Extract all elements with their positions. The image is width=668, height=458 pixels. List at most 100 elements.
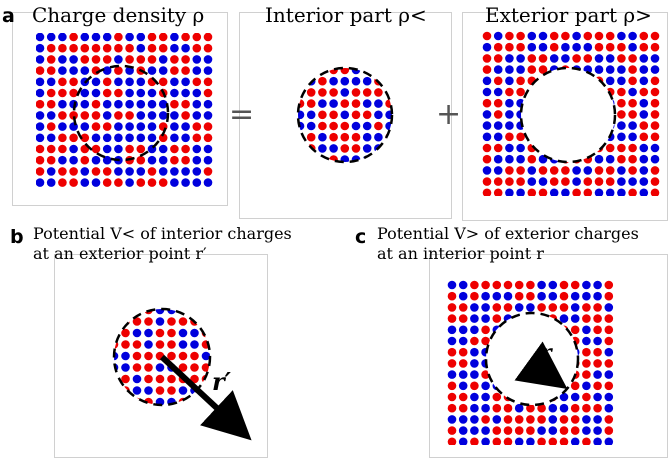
charge-dot [329,144,338,153]
charge-dot [69,33,78,42]
charge-dot [604,347,614,357]
charge-dot [537,437,546,445]
charge-dot [36,66,45,75]
charge-dot [582,291,591,301]
charge-dot [470,426,479,435]
charge-dot [505,166,514,175]
charge-dot [318,121,327,131]
charge-dot [91,99,101,109]
charge-dot [492,415,502,424]
charge-dot [593,403,602,413]
charge-dot [617,76,626,86]
charge-dot [493,121,503,130]
charge-dot [58,122,67,131]
charge-dot [582,303,591,312]
charge-dot [203,144,213,154]
charge-dot [351,121,361,131]
charge-dot [482,177,492,186]
charge-dot [481,381,490,391]
charge-dot [181,43,190,53]
charge-dot [147,88,157,98]
charge-dot [351,88,361,97]
charge-dot [505,121,514,130]
charge-dot [458,280,468,290]
charge-dot [114,66,123,75]
charge-dot [58,88,67,98]
charge-dot [561,177,570,186]
charge-dot [537,280,546,290]
charge-dot [582,381,591,391]
charge-dot [340,121,350,131]
charge-dot [181,144,190,154]
charge-dot [147,133,157,143]
charge-dot [147,178,157,187]
charge-dot [492,280,502,290]
charge-dot [192,77,202,87]
charge-dot [167,309,176,315]
charge-dot [628,121,637,130]
charge-dot [559,291,569,301]
charge-dot [447,325,457,335]
charge-dot [46,99,56,109]
charge-dot [527,31,537,41]
charge-dot [604,392,614,402]
charge-dot [650,98,660,108]
charge-dot [136,122,146,131]
charge-dot [650,42,660,52]
charge-dot [132,340,142,349]
charge-dot [458,359,468,368]
charge-dot [650,121,660,130]
charge-dot [549,177,559,186]
charge-dot [516,166,525,175]
charge-dot [114,33,123,42]
charge-dot [132,386,142,395]
charge-dot [481,392,490,402]
panel-label-c: c [355,226,367,248]
charge-dot [329,76,338,86]
charge-dot [594,42,604,52]
title-exterior-part: Exterior part ρ> [485,3,652,27]
charge-dot [203,178,213,187]
charge-dot [617,143,626,153]
charge-dot [593,314,602,323]
boundary-circle-b [112,307,212,407]
charge-dot [102,122,112,131]
charge-lattice-interior [298,68,392,162]
charge-dot [80,155,90,165]
charge-dot [583,42,593,52]
panel-label-a: a [2,5,15,27]
charge-dot [36,99,45,109]
charge-dot [114,43,123,53]
charge-dot [329,132,338,142]
charge-dot [351,144,361,153]
charge-dot [605,143,615,153]
charge-dot [374,121,383,131]
charge-dot [458,381,468,391]
charge-dot [158,66,168,75]
charge-dot [458,336,468,346]
charge-dot [559,426,569,435]
charge-dot [482,87,492,97]
charge-dot [114,397,119,405]
charge-dot [203,111,213,120]
charge-dot [125,33,134,42]
charge-dot [481,291,490,301]
charge-dot [136,155,146,165]
charge-dot [91,122,101,131]
charge-dot [527,54,537,63]
charge-dot [561,54,570,63]
charge-dot [203,133,213,143]
charge-dot [583,166,593,175]
charge-dot [503,403,513,413]
charge-dot [203,155,213,165]
charge-dot [604,325,614,335]
charge-dot [447,336,457,346]
charge-dot [167,317,176,326]
charge-dot [458,370,468,379]
charge-dot [582,392,591,402]
charge-dot [147,167,157,176]
panel-b-line2: at an exterior point r′ [33,244,207,263]
charge-dot [492,392,502,402]
charge-dot [639,177,649,186]
charge-dot [570,437,580,445]
